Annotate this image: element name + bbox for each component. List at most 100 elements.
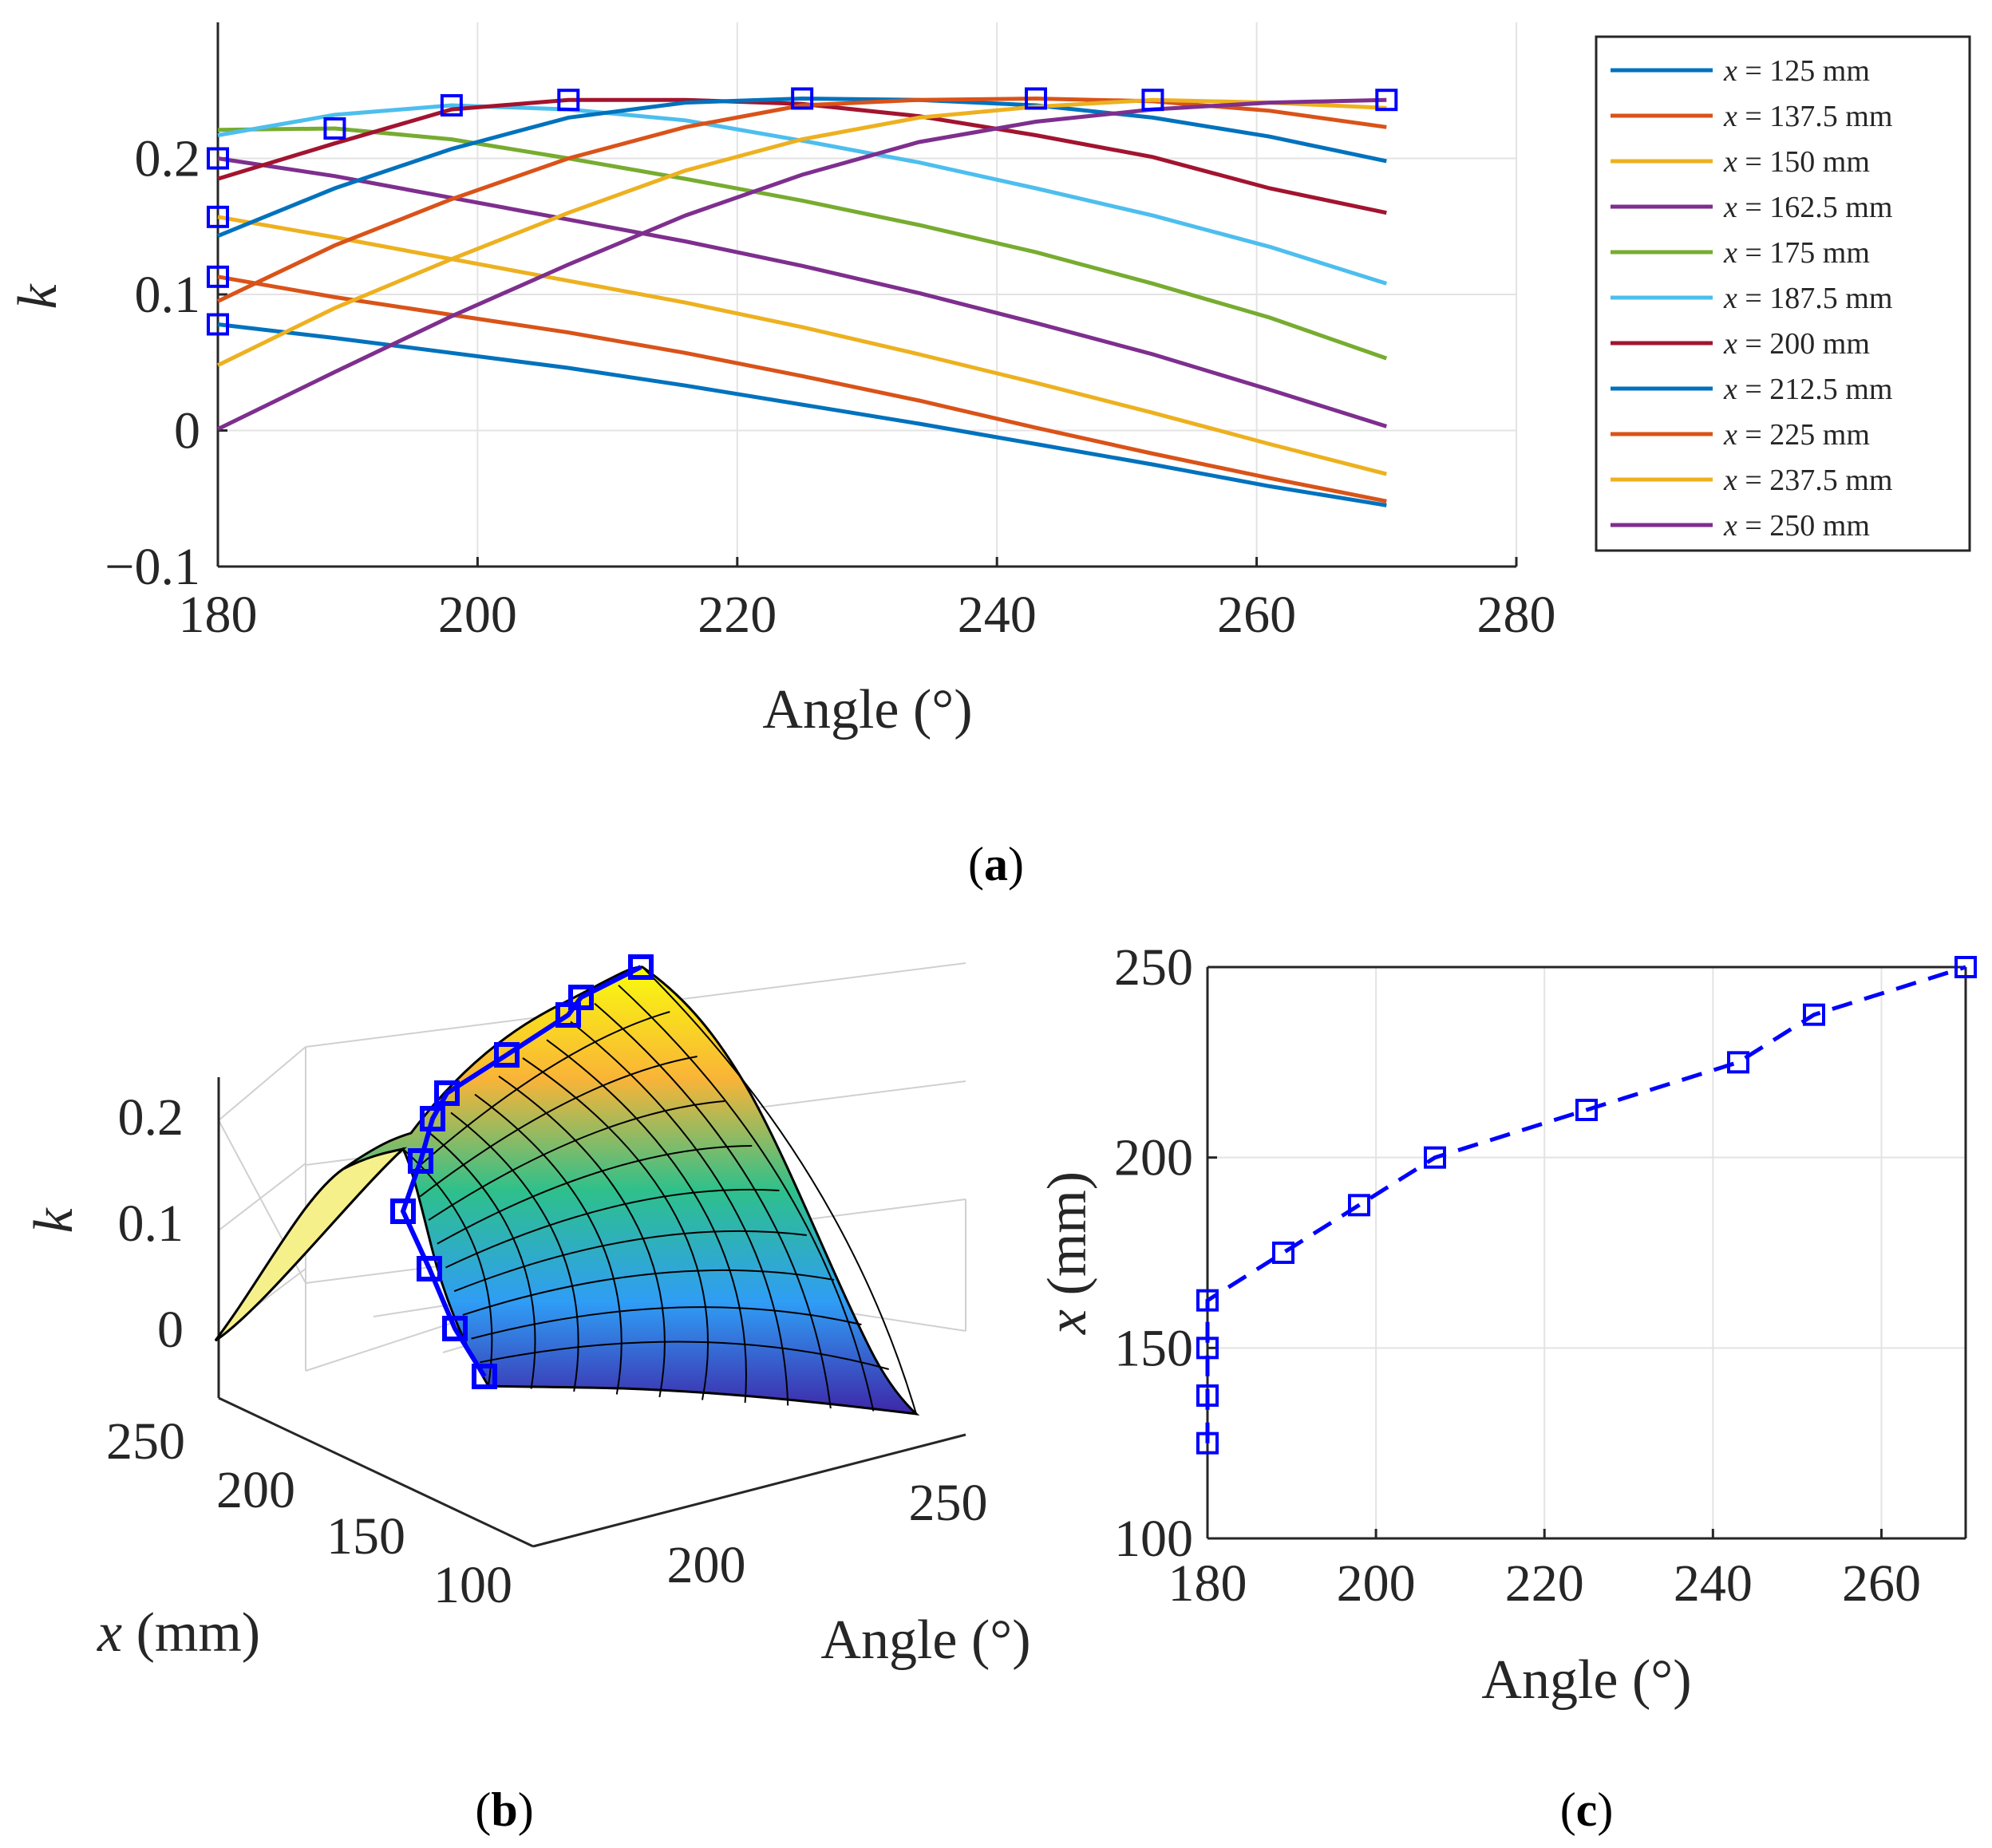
panel-c-x-ticks: 180 200 220 240 260 [1168,1529,1921,1613]
panel-a-series-line [217,215,1387,476]
panel-b-y-tick-label: 100 [433,1556,512,1614]
panel-b-y-tick-label: 250 [106,1412,185,1471]
panel-a-legend-label: x = 225 mm [1723,418,1870,452]
panel-b-z-tick-label: 0.1 [118,1194,184,1253]
panel-a-marker [791,87,814,110]
panel-b-mesh-line [462,1269,835,1316]
panel-a-x-tick-label: 240 [958,586,1037,644]
panel-b-path-marker [628,954,654,980]
panel-a-x-ticks: 180 200 220 240 260 280 [179,557,1556,644]
panel-c-x-tick-label: 180 [1168,1554,1247,1613]
panel-a-series-line [217,97,1387,215]
panel-a-marker [323,116,346,140]
panel-a-x-tick-label: 260 [1217,586,1296,644]
panel-b-z-tick-label: 0.2 [118,1088,184,1147]
panel-b-mesh-line [594,1002,832,1409]
panel-b-path-marker [472,1364,497,1389]
panel-a-series-line [216,97,1387,432]
panel-c-y-tick-label: 250 [1114,938,1193,997]
panel-a-legend-label: x = 237.5 mm [1723,464,1892,497]
panel-a-series-line [216,96,1387,303]
panel-b-mesh-line [522,1057,709,1400]
panel-a-marker [557,89,580,112]
panel-a-series-line [216,97,1387,367]
panel-b-y-axis-label: x (mm) [97,1602,260,1664]
panel-b-z-tick-label: 0 [157,1301,184,1359]
panel-b-mesh-line [498,1075,666,1398]
panel-c-marker [1424,1146,1446,1169]
panel-b-label: (b) [475,1783,533,1836]
panel-a-series-line [217,322,1387,507]
panel-c-x-tick-label: 200 [1337,1554,1416,1613]
panel-a-y-tick-label: −0.1 [105,538,200,596]
panel-a-legend: x = 125 mm x = 137.5 mm x = 150 mm x = 162.… [1595,35,1971,552]
panel-c-y-tick-label: 100 [1114,1510,1193,1568]
panel-c-marker [1727,1051,1749,1074]
panel-c-x-axis-label: Angle (°) [1481,1649,1691,1711]
panel-b-mesh-line [437,1145,753,1245]
panel-a-marker [207,265,229,288]
panel-a-y-tick-label: 0 [174,402,200,460]
panel-b-x-tick-label: 200 [667,1536,746,1594]
panel-a-series-line [217,274,1387,503]
panel-a-marker [1375,89,1398,112]
panel-a-legend-label: x = 187.5 mm [1723,282,1892,315]
panel-a-x-tick-label: 200 [438,586,517,644]
panel-a-x-tick-label: 220 [698,586,777,644]
panel-b-path-marker [568,985,594,1010]
panel-b-x-axis [532,1433,966,1548]
panel-c-marker [1575,1099,1598,1121]
panel-c-y-tick-label: 150 [1114,1319,1193,1377]
panel-b-mesh-line [453,1230,807,1293]
panel-b-mesh-line [419,1056,698,1198]
panel-a-legend-label: x = 175 mm [1723,236,1870,270]
panel-b-path-marker [494,1042,520,1068]
panel-c-y-ticks: 100 150 200 250 [1114,938,1217,1568]
panel-b-mesh-line [428,1100,725,1221]
panel-b-x-axis-label: Angle (°) [820,1609,1030,1671]
panel-b-path-marker [420,1106,445,1131]
panel-b-x-tick-label: 250 [909,1474,988,1532]
panel-a-y-tick-label: 0.1 [135,266,201,324]
panel-c-marker [1348,1194,1370,1217]
panel-a-series [216,96,1388,507]
panel-b-y-tick-label: 150 [326,1507,405,1566]
panel-c-series-line [1205,965,1966,1443]
panel-b-mesh-line [480,1341,889,1370]
panel-a-chart: 180 200 220 240 260 280 −0.1 0 0.1 0.2 Angle (°)… [7,22,1971,890]
panel-b-z-ticks: 0 0.1 0.2 [118,1088,184,1359]
panel-a-x-tick-label: 180 [179,586,258,644]
panel-c-y-tick-label: 200 [1114,1129,1193,1187]
panel-b-mesh-line [642,966,917,1415]
panel-b-mesh-line [411,1011,670,1174]
panel-c-marker [1803,1003,1825,1026]
panel-a-marker [207,313,229,336]
panel-a-legend-label: x = 250 mm [1723,509,1870,543]
panel-b-chart: 0 0.1 0.2 100 150 200 250 200 250 k x (m… [23,954,1031,1836]
panel-b-y-tick-label: 200 [216,1461,295,1519]
panel-a-legend-label: x = 150 mm [1723,145,1870,179]
panel-b-optimum-path [390,954,654,1389]
panel-a-x-tick-label: 280 [1477,586,1556,644]
panel-b-path-marker [390,1198,416,1224]
panel-a-x-axis-label: Angle (°) [762,679,972,740]
panel-a-marker [440,94,463,117]
panel-c-marker [1196,1384,1219,1407]
panel-b-mesh-line [426,1130,536,1389]
panel-c-series [1196,956,1977,1455]
panel-b-mesh-line [445,1188,780,1269]
panel-b-path-marker [442,1316,468,1341]
panel-b-path-marker [408,1148,433,1174]
panel-a-legend-box [1595,35,1971,552]
panel-a-y-tick-label: 0.2 [135,130,201,188]
panel-a-legend-label: x = 212.5 mm [1723,373,1892,406]
panel-b-surface-mesh [402,966,917,1415]
panel-a-marker [1025,87,1048,110]
panel-a-y-axis-label: k [7,283,69,310]
panel-a-label: (a) [968,838,1024,890]
panel-c-chart: 180 200 220 240 260 100 150 200 250 Angle (°) x… [1037,938,1977,1836]
panel-c-grid [1207,966,1966,1539]
panel-a-series-line [217,156,1388,428]
panel-a-legend-label: x = 137.5 mm [1723,100,1892,133]
panel-b-mesh-line [450,1112,579,1392]
